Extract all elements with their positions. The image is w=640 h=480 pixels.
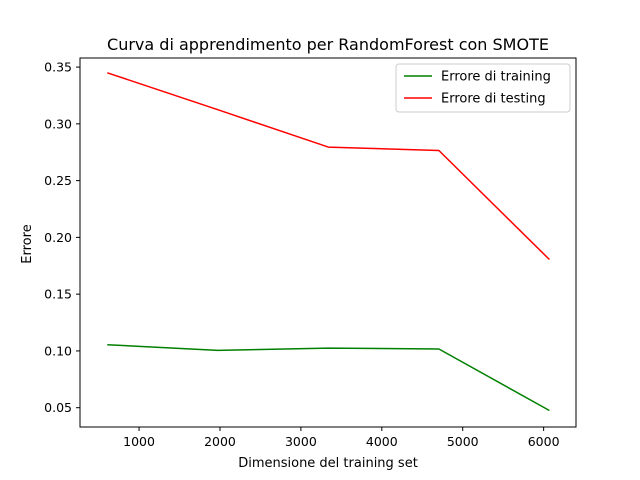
y-tick-label: 0.35 bbox=[44, 60, 72, 75]
x-tick-label: 1000 bbox=[123, 434, 155, 449]
x-tick-label: 5000 bbox=[447, 434, 479, 449]
plot-area: 1000 2000 3000 4000 5000 6000 0.05 0.10 0.15 0.20… bbox=[44, 57, 577, 449]
series-line-testing bbox=[107, 72, 550, 261]
legend-label: Errore di testing bbox=[441, 92, 546, 107]
y-tick-label: 0.30 bbox=[44, 116, 72, 131]
y-tick-label: 0.25 bbox=[44, 173, 72, 188]
legend: Errore di training Errore di testing bbox=[395, 63, 571, 113]
x-tick-label: 6000 bbox=[528, 434, 560, 449]
x-tick-label: 3000 bbox=[285, 434, 317, 449]
x-axis-label: Dimensione del training set bbox=[238, 456, 418, 471]
x-tick-label: 2000 bbox=[204, 434, 236, 449]
y-tick-label: 0.05 bbox=[44, 400, 72, 415]
y-tick-label: 0.20 bbox=[44, 230, 72, 245]
y-tick-label: 0.10 bbox=[44, 343, 72, 358]
legend-box bbox=[395, 63, 571, 113]
legend-label: Errore di training bbox=[441, 70, 551, 85]
chart-title: Curva di apprendimento per RandomForest … bbox=[107, 35, 549, 54]
y-tick-label: 0.15 bbox=[44, 287, 72, 302]
plot-frame bbox=[79, 57, 577, 428]
series-line-training bbox=[107, 343, 550, 412]
y-axis-label: Errore bbox=[20, 224, 35, 263]
x-tick-label: 4000 bbox=[366, 434, 398, 449]
